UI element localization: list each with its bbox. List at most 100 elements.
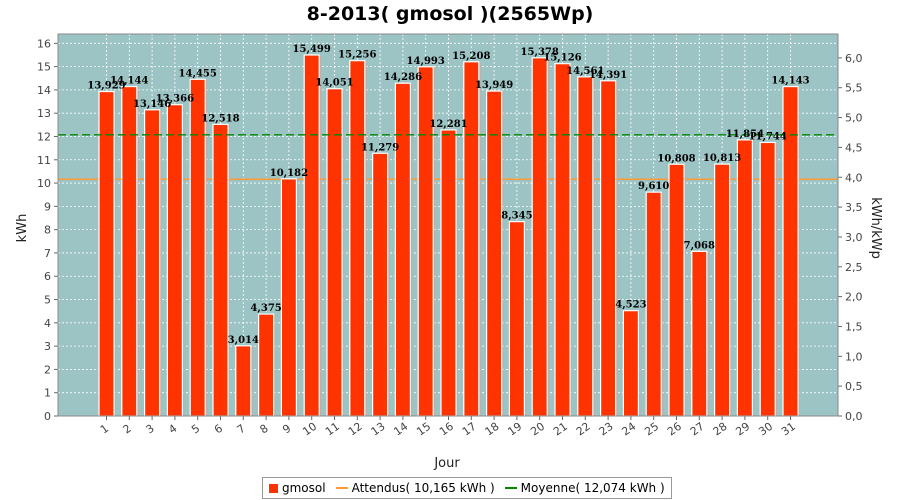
- x-tick-label: 8: [257, 422, 270, 437]
- bar: [166, 104, 183, 417]
- x-tick-label: 2: [121, 422, 134, 437]
- bar-value-label: 13,949: [475, 80, 513, 91]
- bar: [349, 60, 366, 417]
- bar-value-label: 3,014: [228, 335, 259, 346]
- x-tick-label: 22: [574, 420, 593, 439]
- bar: [280, 178, 297, 417]
- bar-value-label: 11,744: [749, 131, 787, 142]
- bar-value-label: 14,051: [315, 78, 353, 89]
- y2-tick-label: 6,0: [845, 52, 863, 65]
- y2-tick-label: 3,5: [845, 201, 863, 214]
- legend-label-expected: Attendus( 10,165 kWh ): [351, 481, 495, 495]
- x-tick-label: 13: [369, 420, 388, 439]
- bar: [98, 90, 115, 417]
- bar: [144, 109, 161, 417]
- bar-value-label: 13,366: [156, 94, 194, 105]
- y-tick-label: 3: [44, 340, 51, 353]
- bar-value-label: 14,561: [566, 66, 604, 77]
- legend: gmosol Attendus( 10,165 kWh ) Moyenne( 1…: [262, 477, 672, 499]
- bar-value-label: 8,345: [501, 211, 532, 222]
- x-tick-label: 19: [505, 420, 524, 439]
- y-tick-label: 9: [44, 200, 51, 213]
- x-tick-label: 6: [212, 422, 225, 437]
- y2-tick-label: 1,5: [845, 320, 863, 333]
- y2-tick-label: 3,0: [845, 231, 863, 244]
- bar-value-label: 4,523: [615, 300, 646, 311]
- bar: [440, 129, 457, 417]
- y2-tick-label: 5,5: [845, 82, 863, 95]
- bar-value-label: 10,813: [703, 153, 741, 164]
- bar: [554, 63, 571, 417]
- bar-value-label: 15,208: [452, 51, 490, 62]
- y-axis-title: kWh: [15, 214, 30, 243]
- bar-value-label: 15,126: [543, 53, 581, 64]
- y-tick-label: 14: [37, 84, 51, 97]
- bar: [121, 85, 138, 417]
- x-tick-label: 10: [300, 420, 319, 439]
- y-tick-label: 12: [37, 130, 51, 143]
- x-tick-label: 3: [143, 422, 156, 437]
- bar: [759, 141, 776, 417]
- legend-item-expected: Attendus( 10,165 kWh ): [335, 481, 495, 495]
- bar-value-label: 15,256: [338, 50, 376, 61]
- y-tick-label: 10: [37, 177, 51, 190]
- y2-tick-label: 5,0: [845, 112, 863, 125]
- x-tick-label: 21: [551, 420, 570, 439]
- y-tick-label: 0: [44, 410, 51, 423]
- bar: [645, 191, 662, 417]
- y-tick-label: 1: [44, 387, 51, 400]
- bar-value-label: 10,808: [657, 153, 695, 164]
- x-tick-label: 11: [323, 420, 342, 439]
- bar: [508, 221, 525, 417]
- bar-value-label: 11,279: [361, 142, 399, 153]
- y2-axis-title: kWh/kWp: [868, 197, 883, 259]
- x-tick-label: 5: [189, 422, 202, 437]
- y2-tick-label: 2,5: [845, 261, 863, 274]
- bar: [691, 250, 708, 417]
- x-tick-label: 12: [346, 420, 365, 439]
- x-tick-label: 30: [756, 420, 775, 439]
- bar: [303, 54, 320, 417]
- legend-swatch-expected: [335, 487, 348, 489]
- x-tick-label: 31: [779, 420, 798, 439]
- x-axis-title: Jour: [433, 456, 460, 471]
- x-tick-label: 27: [688, 420, 707, 439]
- bar: [189, 78, 206, 417]
- legend-item-average: Moyenne( 12,074 kWh ): [504, 481, 665, 495]
- y2-tick-label: 0,0: [845, 410, 863, 423]
- x-tick-label: 25: [642, 420, 661, 439]
- bar: [713, 163, 731, 417]
- legend-swatch-gmosol: [269, 483, 278, 493]
- bar: [212, 123, 229, 417]
- x-tick-label: 4: [166, 422, 179, 437]
- bar-value-label: 9,610: [638, 181, 669, 192]
- y-tick-label: 13: [37, 107, 51, 120]
- bar: [622, 310, 640, 417]
- y2-tick-label: 0,5: [845, 380, 863, 393]
- x-tick-label: 20: [528, 420, 547, 439]
- y-tick-label: 6: [44, 270, 51, 283]
- x-tick-label: 29: [733, 420, 752, 439]
- y2-tick-label: 4,5: [845, 141, 863, 154]
- legend-label-gmosol: gmosol: [282, 481, 326, 495]
- y2-tick-label: 1,0: [845, 350, 863, 363]
- y-tick-label: 15: [37, 61, 51, 74]
- y-tick-label: 16: [37, 37, 51, 50]
- y-tick-label: 5: [44, 294, 51, 307]
- y2-tick-label: 2,0: [845, 291, 863, 304]
- bar: [235, 345, 252, 417]
- bar-value-label: 11,854: [726, 129, 764, 140]
- x-tick-label: 16: [437, 420, 456, 439]
- x-tick-label: 15: [414, 420, 433, 439]
- x-tick-label: 17: [460, 420, 479, 439]
- bar: [486, 90, 503, 417]
- bar-value-label: 12,281: [429, 119, 467, 130]
- bar-value-label: 14,993: [407, 56, 445, 67]
- y-tick-label: 4: [44, 317, 51, 330]
- plot-border: [57, 33, 839, 417]
- x-tick-label: 24: [619, 420, 638, 439]
- bar: [258, 313, 275, 417]
- bar: [577, 76, 594, 417]
- bar-value-label: 13,146: [133, 99, 171, 110]
